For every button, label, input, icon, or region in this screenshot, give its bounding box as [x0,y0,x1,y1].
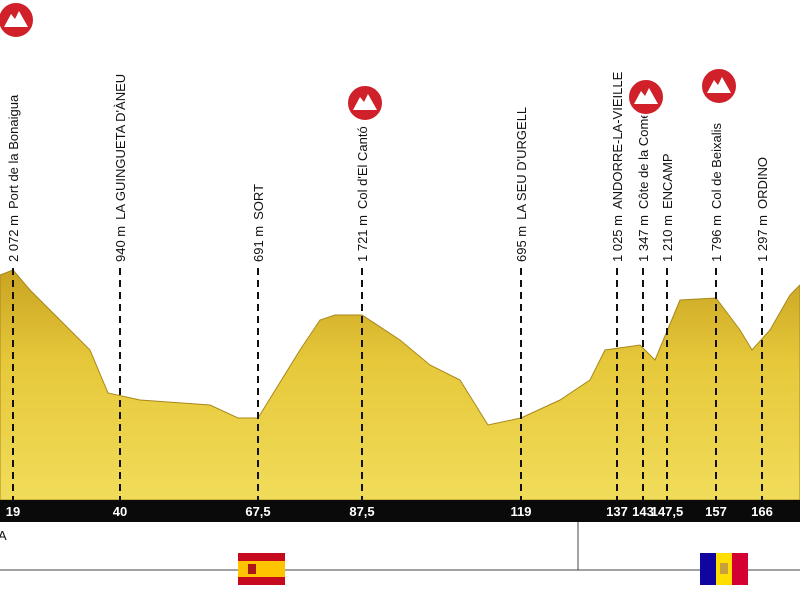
waypoint-label: 1 297 m ORDINO [755,157,770,262]
waypoint-name: LA GUINGUETA D'ÀNEU [113,74,128,220]
waypoint-name: Col de Beixalis [709,123,724,209]
waypoint-name: ANDORRE-LA-VIEILLE [610,71,625,209]
waypoint-altitude: 1 721 m [355,215,370,262]
waypoint-altitude: 1 347 m [636,215,651,262]
waypoint-label: 1 721 m Col d'El Cantó [355,126,370,262]
waypoint-name: SORT [251,184,266,220]
start-label: A [0,528,7,543]
waypoint-name: ENCAMP [660,153,675,209]
waypoint-altitude: 940 m [113,226,128,262]
km-bar [0,500,800,522]
km-label: 166 [751,504,773,519]
waypoint-altitude: 1 210 m [660,215,675,262]
climb-icon-mountain [4,11,28,27]
waypoint-label: 1 025 m ANDORRE-LA-VIEILLE [610,71,625,262]
waypoint-altitude: 2 072 m [6,215,21,262]
waypoint-label: 1 796 m Col de Beixalis [709,123,724,262]
climb-icon-mountain [707,77,731,93]
waypoint-name: Côte de la Comella [636,98,651,209]
waypoint-altitude: 1 297 m [755,215,770,262]
waypoint-label: 2 072 m Port de la Bonaigua [6,94,21,262]
km-label: 87,5 [349,504,374,519]
waypoint-name: Col d'El Cantó [355,126,370,209]
climb-icon-mountain [634,88,658,104]
km-label: 157 [705,504,727,519]
waypoint-altitude: 1 025 m [610,215,625,262]
waypoint-altitude: 695 m [514,226,529,262]
waypoint-name: ORDINO [755,157,770,209]
waypoint-label: 1 347 m Côte de la Comella [636,98,651,262]
km-label: 143 [632,504,654,519]
km-label: 40 [113,504,127,519]
km-label: 19 [6,504,20,519]
waypoint-altitude: 1 796 m [709,215,724,262]
waypoint-name: LA SEU D'URGELL [514,107,529,220]
waypoint-label: 940 m LA GUINGUETA D'ÀNEU [113,74,128,262]
waypoint-label: 695 m LA SEU D'URGELL [514,107,529,262]
waypoint-altitude: 691 m [251,226,266,262]
flag-andorra [700,553,748,585]
km-label: 137 [606,504,628,519]
km-label: 147,5 [651,504,684,519]
climb-icon-mountain [353,94,377,110]
km-label: 119 [511,504,532,519]
km-label: 67,5 [245,504,270,519]
waypoint-label: 1 210 m ENCAMP [660,153,675,262]
waypoint-name: Port de la Bonaigua [6,94,21,209]
waypoint-label: 691 m SORT [251,184,266,262]
flag-spain [238,553,285,585]
